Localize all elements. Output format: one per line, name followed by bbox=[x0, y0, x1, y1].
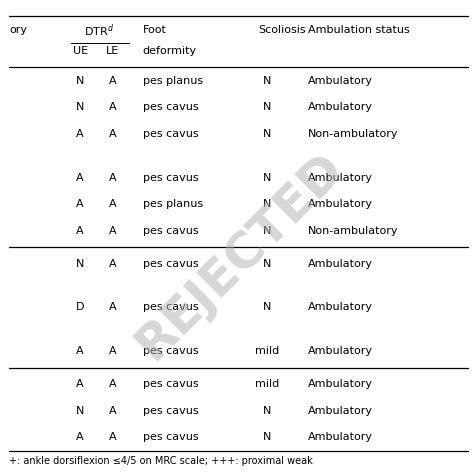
Text: A: A bbox=[109, 76, 117, 86]
Text: A: A bbox=[109, 173, 117, 182]
Text: N: N bbox=[76, 259, 84, 269]
Text: A: A bbox=[109, 199, 117, 209]
Text: N: N bbox=[263, 226, 271, 236]
Text: mild: mild bbox=[255, 379, 279, 389]
Text: pes cavus: pes cavus bbox=[143, 346, 199, 356]
Text: Ambulatory: Ambulatory bbox=[308, 259, 374, 269]
Text: A: A bbox=[76, 226, 83, 236]
Text: Ambulatory: Ambulatory bbox=[308, 406, 374, 416]
Text: A: A bbox=[109, 102, 117, 112]
Text: A: A bbox=[76, 346, 83, 356]
Text: N: N bbox=[263, 76, 271, 86]
Text: N: N bbox=[263, 406, 271, 416]
Text: A: A bbox=[109, 406, 117, 416]
Text: mild: mild bbox=[255, 346, 279, 356]
Text: N: N bbox=[263, 432, 271, 442]
Text: Ambulatory: Ambulatory bbox=[308, 432, 374, 442]
Text: A: A bbox=[76, 379, 83, 389]
Text: Ambulatory: Ambulatory bbox=[308, 302, 374, 312]
Text: N: N bbox=[263, 302, 271, 312]
Text: A: A bbox=[76, 199, 83, 209]
Text: pes cavus: pes cavus bbox=[143, 379, 199, 389]
Text: Ambulatory: Ambulatory bbox=[308, 102, 374, 112]
Text: pes cavus: pes cavus bbox=[143, 226, 199, 236]
Text: pes cavus: pes cavus bbox=[143, 102, 199, 112]
Text: Non-ambulatory: Non-ambulatory bbox=[308, 129, 399, 139]
Text: Ambulatory: Ambulatory bbox=[308, 346, 374, 356]
Text: Non-ambulatory: Non-ambulatory bbox=[308, 226, 399, 236]
Text: DTR$^d$: DTR$^d$ bbox=[83, 22, 114, 38]
Text: A: A bbox=[109, 346, 117, 356]
Text: D: D bbox=[75, 302, 84, 312]
Text: Scoliosis: Scoliosis bbox=[258, 25, 305, 35]
Text: Ambulatory: Ambulatory bbox=[308, 173, 374, 182]
Text: N: N bbox=[263, 199, 271, 209]
Text: A: A bbox=[109, 259, 117, 269]
Text: pes cavus: pes cavus bbox=[143, 302, 199, 312]
Text: +: ankle dorsiflexion ≤4/5 on MRC scale; +++: proximal weak: +: ankle dorsiflexion ≤4/5 on MRC scale;… bbox=[9, 456, 313, 466]
Text: deformity: deformity bbox=[143, 46, 197, 56]
Text: N: N bbox=[263, 129, 271, 139]
Text: N: N bbox=[263, 102, 271, 112]
Text: REJECTED: REJECTED bbox=[126, 143, 353, 369]
Text: A: A bbox=[109, 379, 117, 389]
Text: A: A bbox=[109, 302, 117, 312]
Text: Ambulatory: Ambulatory bbox=[308, 379, 374, 389]
Text: Ambulation status: Ambulation status bbox=[308, 25, 410, 35]
Text: pes cavus: pes cavus bbox=[143, 173, 199, 182]
Text: Foot: Foot bbox=[143, 25, 167, 35]
Text: LE: LE bbox=[106, 46, 119, 56]
Text: pes cavus: pes cavus bbox=[143, 406, 199, 416]
Text: N: N bbox=[76, 76, 84, 86]
Text: N: N bbox=[263, 259, 271, 269]
Text: pes planus: pes planus bbox=[143, 199, 203, 209]
Text: Ambulatory: Ambulatory bbox=[308, 76, 374, 86]
Text: Ambulatory: Ambulatory bbox=[308, 199, 374, 209]
Text: N: N bbox=[76, 406, 84, 416]
Text: A: A bbox=[76, 432, 83, 442]
Text: pes cavus: pes cavus bbox=[143, 432, 199, 442]
Text: pes cavus: pes cavus bbox=[143, 129, 199, 139]
Text: pes cavus: pes cavus bbox=[143, 259, 199, 269]
Text: ory: ory bbox=[9, 25, 27, 35]
Text: N: N bbox=[76, 102, 84, 112]
Text: A: A bbox=[76, 173, 83, 182]
Text: A: A bbox=[109, 432, 117, 442]
Text: pes planus: pes planus bbox=[143, 76, 203, 86]
Text: A: A bbox=[109, 226, 117, 236]
Text: UE: UE bbox=[73, 46, 88, 56]
Text: A: A bbox=[109, 129, 117, 139]
Text: N: N bbox=[263, 173, 271, 182]
Text: A: A bbox=[76, 129, 83, 139]
